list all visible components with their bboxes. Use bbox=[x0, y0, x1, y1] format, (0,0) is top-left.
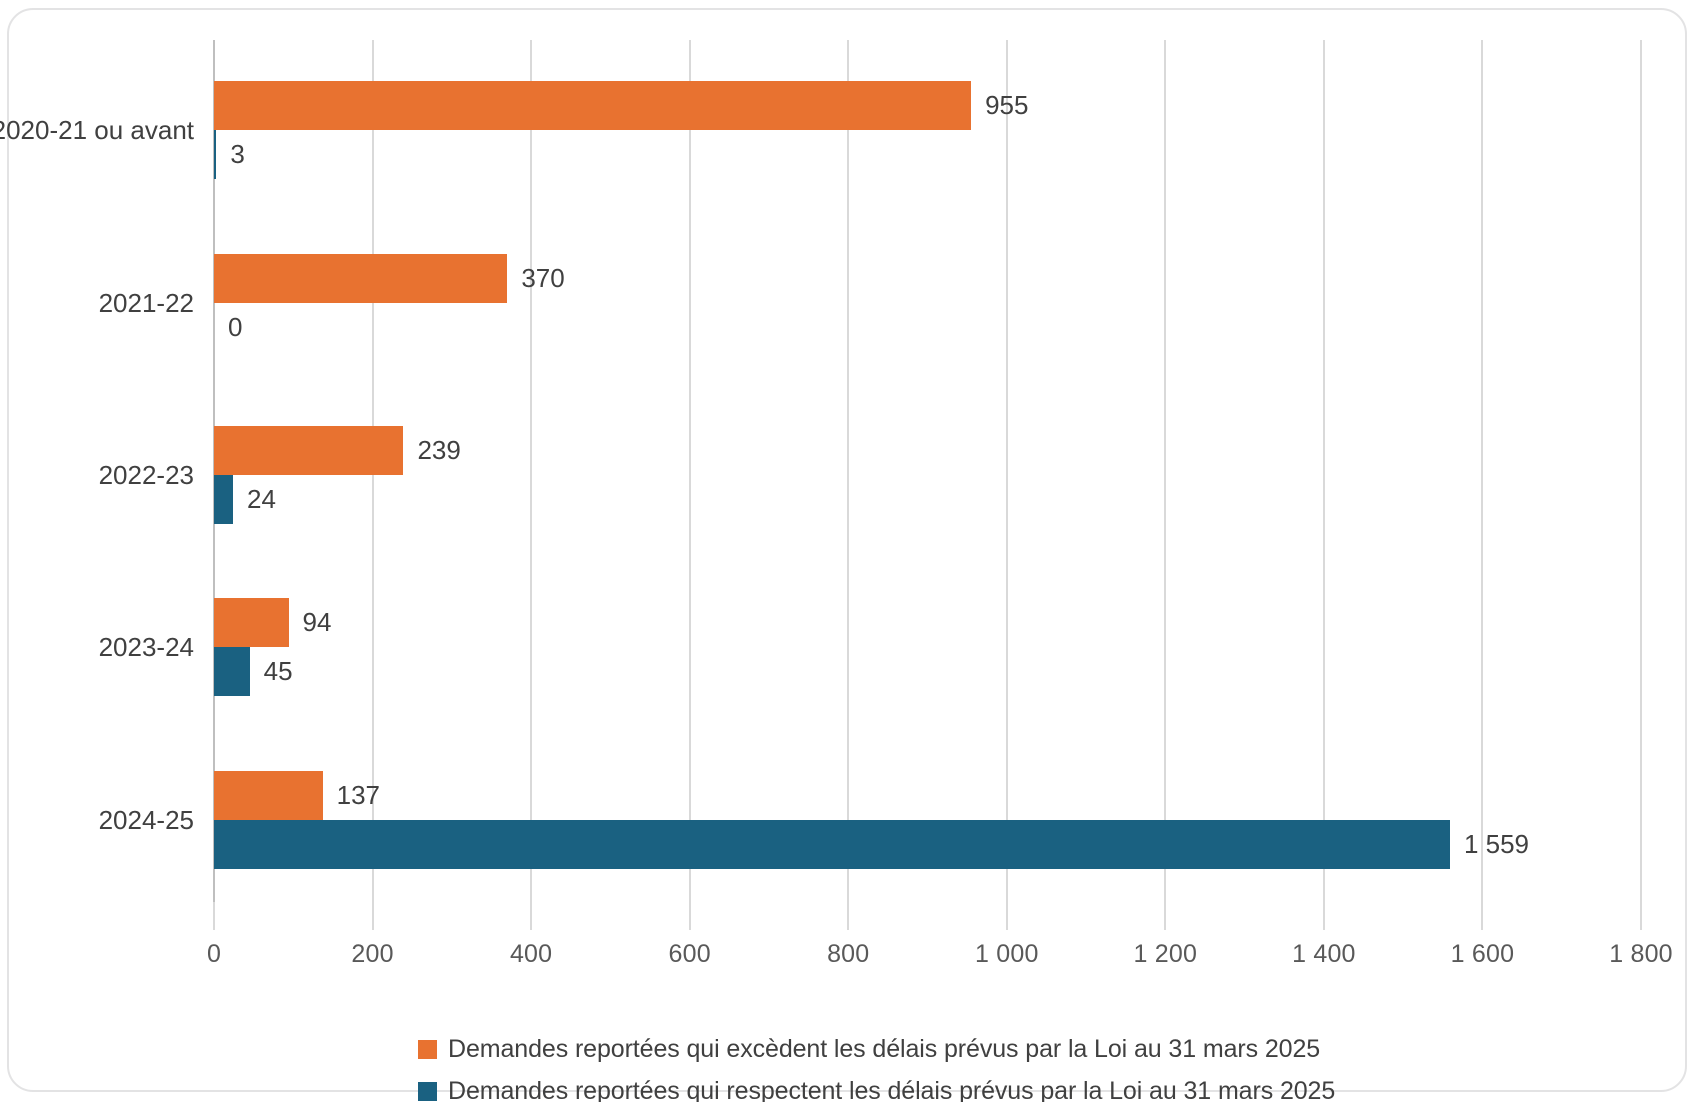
x-axis-tick-label: 200 bbox=[351, 940, 394, 968]
x-gridline bbox=[530, 40, 533, 902]
bar-exceeding[interactable] bbox=[214, 426, 404, 475]
x-axis-tick bbox=[371, 902, 374, 930]
y-axis-category-label: 2020-21 ou avant bbox=[0, 115, 194, 146]
y-axis-category-label: 2024-25 bbox=[98, 804, 194, 835]
x-axis-tick bbox=[1640, 902, 1642, 930]
bar-respecting[interactable] bbox=[214, 475, 234, 524]
x-axis-tick bbox=[1005, 902, 1008, 930]
x-axis-tick-label: 1 400 bbox=[1292, 940, 1356, 968]
bar-value-label: 239 bbox=[417, 435, 461, 465]
bar-group: 955 3 bbox=[214, 81, 1641, 180]
bar-value-label: 94 bbox=[302, 607, 332, 638]
bar-exceeding[interactable] bbox=[214, 253, 508, 303]
x-axis-tick-label: 1 000 bbox=[974, 940, 1039, 968]
x-gridline bbox=[1322, 40, 1325, 902]
x-axis-tick-label: 600 bbox=[668, 940, 711, 968]
x-axis-tick bbox=[1322, 902, 1325, 930]
bar-respecting[interactable] bbox=[214, 647, 250, 697]
legend-item-label: Demandes reportées qui respectent les dé… bbox=[448, 1076, 1336, 1102]
x-gridline bbox=[1164, 40, 1167, 902]
bar-value-label: 955 bbox=[985, 90, 1029, 121]
x-axis-tick-label: 1 200 bbox=[1133, 940, 1198, 968]
bar-value-label: 24 bbox=[247, 484, 276, 514]
x-axis-tick-label: 800 bbox=[827, 940, 870, 968]
x-axis-tick bbox=[530, 902, 533, 930]
legend-item[interactable]: Demandes reportées qui respectent les dé… bbox=[418, 1070, 1335, 1102]
x-axis-tick-label: 400 bbox=[509, 940, 553, 968]
bar-value-label: 137 bbox=[336, 779, 380, 810]
x-gridline bbox=[1005, 40, 1008, 902]
legend-item-label: Demandes reportées qui excèdent les déla… bbox=[448, 1034, 1321, 1063]
x-axis-tick-label: 1 800 bbox=[1609, 940, 1673, 968]
y-axis-category-label: 2022-23 bbox=[98, 460, 194, 490]
x-gridline bbox=[688, 40, 691, 902]
x-gridline bbox=[1481, 40, 1484, 902]
x-axis-tick bbox=[213, 902, 215, 930]
x-axis-tick bbox=[1164, 902, 1167, 930]
bar-value-label: 3 bbox=[230, 139, 245, 170]
x-axis-tick-label: 1 600 bbox=[1450, 940, 1515, 968]
bar-respecting[interactable] bbox=[214, 130, 217, 180]
bar-exceeding[interactable] bbox=[214, 598, 289, 648]
bar-value-label: 45 bbox=[263, 656, 293, 687]
x-axis-tick bbox=[1481, 902, 1484, 930]
bar-value-label: 370 bbox=[521, 262, 565, 293]
chart-legend: Demandes reportées qui excèdent les déla… bbox=[418, 1028, 1335, 1102]
legend-swatch-icon bbox=[418, 1081, 437, 1101]
bar-value-label: 0 bbox=[228, 311, 243, 342]
bar-respecting[interactable] bbox=[214, 819, 1450, 869]
bar-group: 137 1 559 bbox=[214, 770, 1641, 869]
bar-value-label: 1 559 bbox=[1463, 828, 1530, 859]
bar-group: 94 45 bbox=[214, 598, 1641, 697]
chart-card: 0 200 400 600 800 1 000 1 200 1 400 1 600 1 800 95… bbox=[0, 8, 1687, 1102]
bar-exceeding[interactable] bbox=[214, 770, 323, 820]
legend-swatch-icon bbox=[418, 1039, 437, 1059]
bar-exceeding[interactable] bbox=[214, 81, 972, 131]
x-axis-tick bbox=[847, 902, 850, 930]
x-gridline bbox=[1640, 40, 1642, 902]
bar-group: 370 0 bbox=[214, 253, 1641, 352]
plot-area: 0 200 400 600 800 1 000 1 200 1 400 1 600 1 800 95… bbox=[0, 40, 1673, 968]
legend-item[interactable]: Demandes reportées qui excèdent les déla… bbox=[418, 1028, 1335, 1070]
bar-group: 239 24 bbox=[214, 426, 1641, 524]
y-axis-category-label: 2021-22 bbox=[98, 287, 194, 318]
x-axis-tick-label: 0 bbox=[206, 940, 222, 968]
y-axis-category-label: 2023-24 bbox=[98, 632, 194, 663]
x-gridline bbox=[847, 40, 850, 902]
x-axis-tick bbox=[688, 902, 691, 930]
